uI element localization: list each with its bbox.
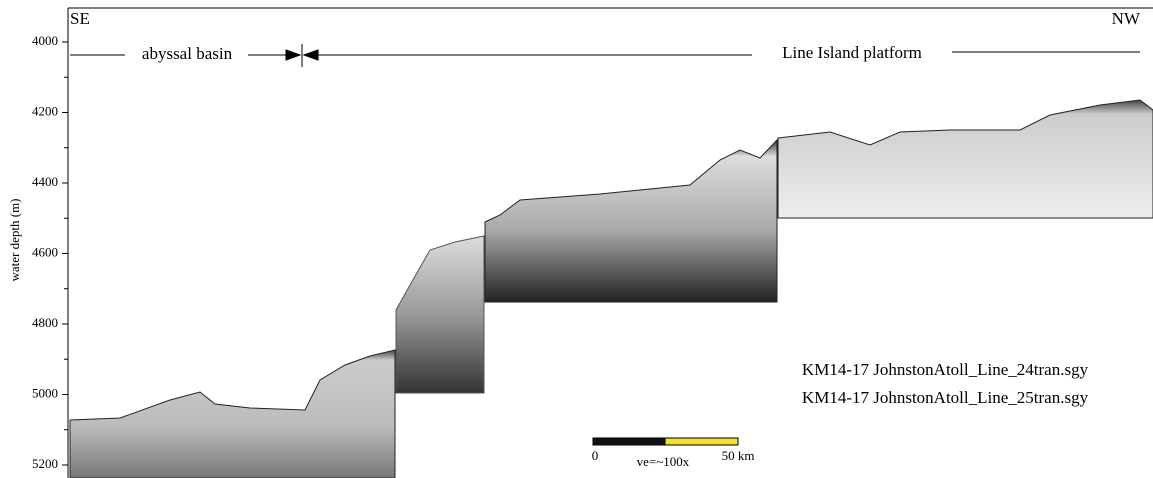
chart: SE NW abyssal basin Line Island platform…	[0, 0, 1153, 478]
y-tick-label: 4400	[32, 174, 58, 189]
y-tick-label: 5200	[32, 456, 58, 471]
seismic-panel	[485, 140, 777, 302]
y-tick-label: 4600	[32, 244, 58, 259]
y-axis-label: water depth (m)	[7, 198, 22, 281]
scale-label: ve=~100x	[637, 454, 690, 469]
scale-bar	[593, 438, 738, 445]
file-label: KM14-17 JohnstonAtoll_Line_25tran.sgy	[802, 388, 1089, 407]
region-label: abyssal basin	[142, 44, 233, 63]
scale-label: 50 km	[722, 448, 755, 463]
y-tick-label: 4200	[32, 103, 58, 118]
seismic-panels	[70, 100, 1153, 478]
y-tick-label: 5000	[32, 385, 58, 400]
scale-label: 0	[592, 448, 599, 463]
end-label: NW	[1112, 9, 1141, 28]
scale-segment	[665, 438, 738, 445]
y-tick-label: 4000	[32, 33, 58, 48]
seismic-panel	[396, 236, 484, 393]
region-label: Line Island platform	[782, 43, 922, 62]
seismic-panel	[70, 350, 395, 478]
seismic-panel	[778, 100, 1153, 218]
y-tick-label: 4800	[32, 315, 58, 330]
file-label: KM14-17 JohnstonAtoll_Line_24tran.sgy	[802, 360, 1089, 379]
scale-segment	[593, 438, 665, 445]
end-label: SE	[70, 9, 90, 28]
